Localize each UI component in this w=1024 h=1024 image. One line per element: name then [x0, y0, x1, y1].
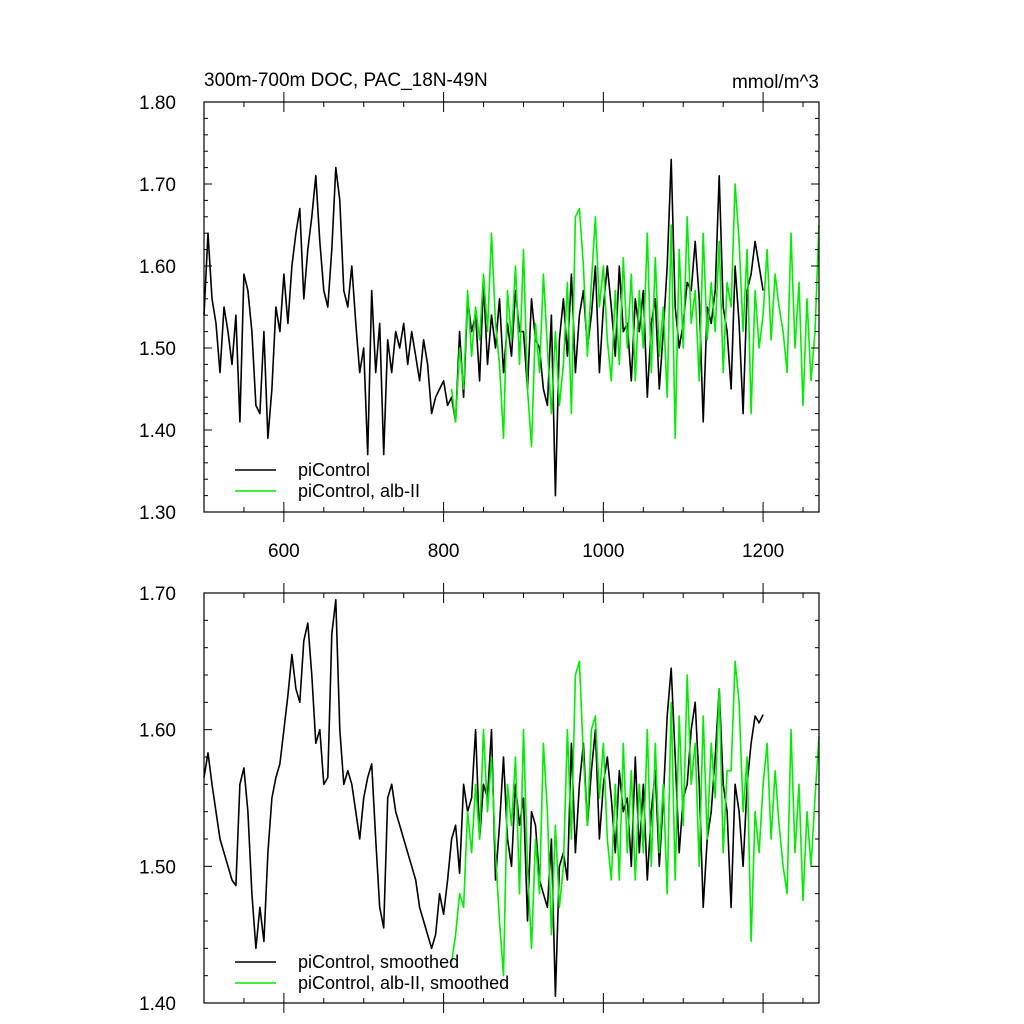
x-tick-label-top: 600: [268, 541, 300, 562]
legend-label-picontrol-alb-ii-smoothed: piControl, alb-II, smoothed: [298, 973, 509, 993]
top-panel: 1.30 1.40 1.50 1.60 1.70 1.80 600 800 1000 1200: [139, 92, 820, 562]
y-tick-label-top: 1.30: [139, 503, 176, 524]
chart-title: 300m-700m DOC, PAC_18N-49N: [204, 70, 488, 91]
legend-label-picontrol-alb-ii: piControl, alb-II: [298, 481, 420, 501]
plot-frame-bottom: [203, 592, 820, 1004]
bottom-panel: 1.40 1.50 1.60 1.70: [139, 583, 820, 1015]
y-tick-label-top: 1.70: [139, 175, 176, 196]
legend-label-picontrol: piControl: [298, 460, 370, 480]
y-tick-label-bottom: 1.40: [139, 994, 176, 1015]
series-line-bottom-1: [450, 660, 820, 977]
series-line-top-0: [203, 158, 764, 497]
y-tick-label-top: 1.60: [139, 257, 176, 278]
legend-label-picontrol-smoothed: piControl, smoothed: [298, 952, 459, 972]
plot-frame-top: [203, 101, 820, 513]
legend-top: piControl piControl, alb-II: [235, 460, 420, 501]
y-tick-label-bottom: 1.70: [139, 584, 176, 605]
y-tick-label-bottom: 1.60: [139, 721, 176, 742]
series-line-top-1: [450, 183, 820, 448]
y-tick-label-top: 1.80: [139, 93, 176, 114]
series-line-bottom-0: [203, 599, 764, 997]
y-tick-label-top: 1.50: [139, 339, 176, 360]
y-tick-label-top: 1.40: [139, 421, 176, 442]
units-label: mmol/m^3: [732, 72, 819, 93]
y-tick-label-bottom: 1.50: [139, 857, 176, 878]
x-tick-label-top: 1000: [582, 541, 624, 562]
x-tick-label-top: 800: [428, 541, 460, 562]
legend-bottom: piControl, smoothed piControl, alb-II, s…: [235, 952, 509, 993]
x-tick-label-top: 1200: [742, 541, 784, 562]
